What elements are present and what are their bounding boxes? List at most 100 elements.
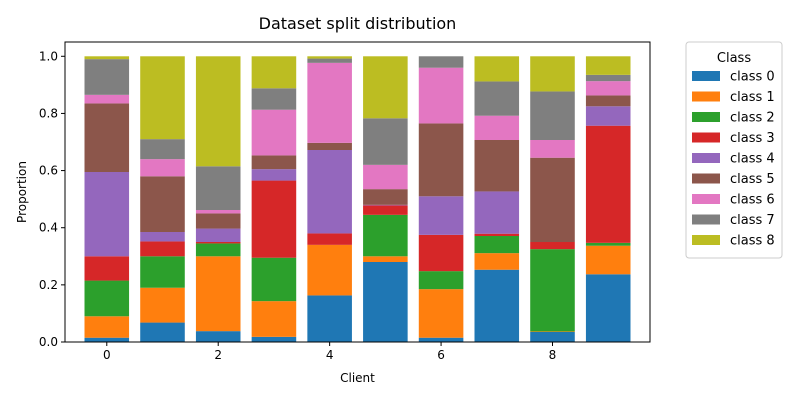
bar-client-7-class-8: [474, 56, 520, 82]
bar-client-0-class-1: [84, 316, 130, 338]
legend-label-class-8: class 8: [730, 234, 775, 249]
y-axis-ticks: 0.0 0.2 0.4 0.6 0.8 1.0: [39, 49, 65, 349]
bar-client-9-class-0: [585, 274, 631, 342]
bar-client-8-class-8: [530, 56, 575, 92]
legend-label-class-4: class 4: [730, 152, 775, 167]
bar-client-0-class-4: [84, 172, 130, 257]
bar-client-1-class-1: [140, 287, 185, 323]
legend-label-class-6: class 6: [730, 193, 775, 208]
bar-client-8-class-5: [530, 157, 575, 242]
bar-client-5-class-6: [363, 164, 408, 190]
bars-group: [84, 56, 631, 342]
bar-client-5-class-2: [363, 214, 408, 257]
bar-client-0-class-7: [84, 59, 130, 95]
bar-client-2-class-8: [195, 56, 241, 167]
bar-client-6-class-7: [418, 56, 464, 68]
x-tick-label: 2: [214, 348, 222, 362]
bar-client-6-class-3: [418, 234, 464, 272]
bar-client-0-class-6: [84, 94, 130, 104]
bar-client-2-class-7: [195, 166, 241, 210]
bar-client-1-class-8: [140, 56, 185, 140]
bar-client-3-class-2: [251, 257, 297, 302]
bar-client-6-class-0: [418, 337, 464, 342]
bar-client-3-class-7: [251, 88, 297, 110]
bar-client-8-class-7: [530, 91, 575, 140]
bar-client-5-class-7: [363, 118, 408, 165]
bar-client-9-class-6: [585, 81, 631, 96]
bar-client-2-class-4: [195, 228, 241, 242]
legend-label-class-2: class 2: [730, 111, 775, 126]
bar-client-6-class-6: [418, 67, 464, 124]
bar-client-2-class-2: [195, 243, 241, 257]
bar-client-3-class-5: [251, 155, 297, 170]
bar-client-9-class-2: [585, 242, 631, 246]
bar-client-1-class-3: [140, 241, 185, 257]
bar-client-9-class-3: [585, 125, 631, 243]
y-tick-label: 0.4: [39, 221, 58, 235]
legend-label-class-5: class 5: [730, 172, 775, 187]
bar-client-8-class-0: [530, 332, 575, 342]
bar-client-4-class-6: [307, 62, 352, 143]
bar-client-6-class-2: [418, 271, 464, 290]
bar-client-3-class-8: [251, 56, 297, 89]
bar-client-7-class-4: [474, 191, 520, 234]
bar-client-7-class-6: [474, 115, 520, 140]
y-tick-label: 1.0: [39, 49, 58, 63]
legend-swatch-class-0: [692, 71, 720, 81]
bar-client-5-class-1: [363, 256, 408, 262]
legend-swatch-class-5: [692, 173, 720, 184]
bar-client-2-class-3: [195, 242, 241, 244]
chart-title: Dataset split distribution: [259, 14, 457, 33]
legend-label-class-3: class 3: [730, 131, 775, 146]
bar-client-1-class-6: [140, 159, 185, 177]
bar-client-9-class-7: [585, 74, 631, 82]
y-tick-label: 0.6: [39, 164, 58, 178]
bar-client-5-class-4: [363, 204, 408, 206]
bar-client-1-class-0: [140, 322, 185, 342]
bar-client-1-class-5: [140, 176, 185, 232]
bar-client-3-class-1: [251, 301, 297, 337]
bar-client-0-class-8: [84, 56, 130, 60]
bar-client-3-class-3: [251, 180, 297, 258]
bar-client-0-class-2: [84, 280, 130, 317]
bar-client-7-class-3: [474, 233, 520, 236]
bar-client-9-class-5: [585, 95, 631, 107]
bar-client-8-class-2: [530, 249, 575, 332]
bar-client-9-class-4: [585, 106, 631, 126]
legend-title: Class: [717, 51, 751, 66]
y-tick-label: 0.8: [39, 106, 58, 120]
bar-client-2-class-6: [195, 210, 241, 214]
bar-client-7-class-7: [474, 81, 520, 116]
bar-client-5-class-8: [363, 56, 408, 119]
bar-client-8-class-3: [530, 242, 575, 250]
bar-client-3-class-4: [251, 169, 297, 181]
bar-client-4-class-0: [307, 295, 352, 342]
y-tick-label: 0.2: [39, 278, 58, 292]
bar-client-7-class-0: [474, 269, 520, 342]
x-tick-label: 8: [549, 348, 557, 362]
bar-client-7-class-2: [474, 236, 520, 254]
bar-client-6-class-1: [418, 289, 464, 338]
legend-swatch-class-8: [692, 235, 720, 245]
legend-swatch-class-7: [692, 214, 720, 225]
x-axis-label: Client: [340, 371, 375, 385]
bar-client-2-class-1: [195, 256, 241, 332]
bar-client-5-class-3: [363, 205, 408, 215]
bar-client-1-class-4: [140, 232, 185, 242]
bar-client-8-class-6: [530, 140, 575, 158]
legend-label-class-0: class 0: [730, 70, 775, 85]
bar-client-0-class-5: [84, 103, 130, 172]
bar-client-6-class-5: [418, 123, 464, 197]
bar-client-7-class-1: [474, 253, 520, 270]
bar-client-7-class-5: [474, 140, 520, 192]
legend-swatch-class-6: [692, 194, 720, 204]
legend-label-class-7: class 7: [730, 213, 775, 228]
bar-client-0-class-0: [84, 337, 130, 342]
x-tick-label: 6: [437, 348, 445, 362]
bar-client-9-class-1: [585, 245, 631, 275]
x-tick-label: 4: [326, 348, 334, 362]
x-tick-label: 0: [103, 348, 111, 362]
bar-client-1-class-7: [140, 139, 185, 160]
